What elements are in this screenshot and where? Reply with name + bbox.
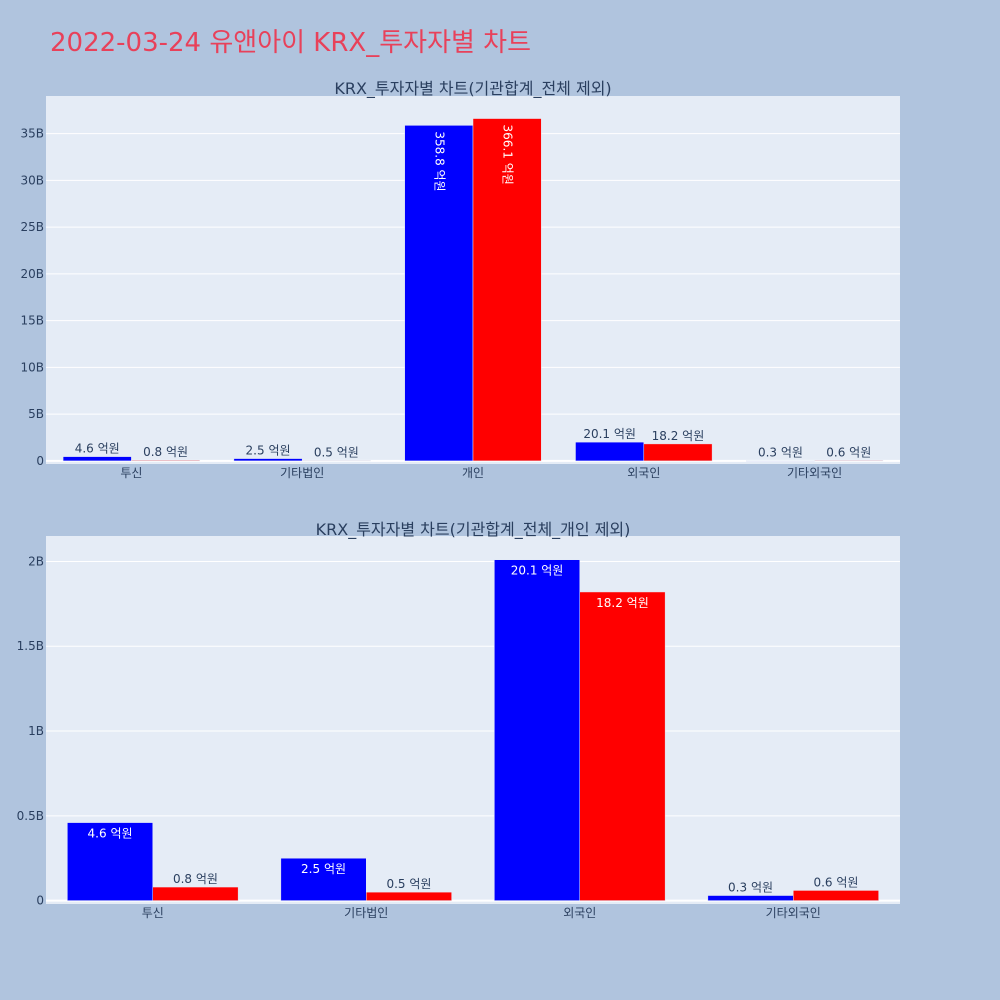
data-label: 0.6 억원 (826, 445, 871, 459)
y-tick-label: 30B (20, 173, 44, 187)
x-tick-label: 투신 (142, 906, 164, 920)
data-label: 4.6 억원 (88, 827, 133, 841)
bar (62, 456, 132, 462)
bar (152, 886, 239, 901)
bar (233, 458, 303, 462)
bar (280, 857, 367, 901)
y-tick-label: 0 (36, 454, 44, 468)
bar (579, 591, 666, 901)
bar (746, 460, 815, 462)
data-label: 0.8 억원 (173, 872, 218, 886)
chart-panel-all: 0 5B 10B 15B 20B 25B 30B 35B KRX_투자자별 차트(기관합계_전체… (20, 79, 900, 480)
y-tick-label: 5B (28, 407, 44, 421)
bar (575, 441, 645, 462)
y-tick-label: 15B (20, 314, 44, 328)
bar (793, 890, 879, 901)
bar (494, 559, 581, 901)
page-title: 2022-03-24 유앤아이 KRX_투자자별 차트 (50, 28, 532, 58)
data-label: 0.8 억원 (143, 445, 188, 459)
bar (707, 895, 794, 901)
data-label: 2.5 억원 (301, 862, 346, 876)
x-tick-label: 기타외국인 (766, 906, 821, 920)
bar (814, 460, 884, 462)
bar (301, 460, 371, 462)
y-tick-label: 2B (28, 554, 44, 568)
y-tick-label: 1.5B (17, 639, 44, 653)
data-label: 0.3 억원 (758, 446, 803, 460)
data-label: 366.1 억원 (501, 125, 515, 185)
y-tick-label: 0 (36, 894, 44, 908)
bar (643, 443, 713, 462)
y-tick-label: 0.5B (17, 809, 44, 823)
bar (472, 118, 542, 462)
x-tick-label: 기타외국인 (787, 466, 842, 480)
data-label: 20.1 억원 (583, 427, 636, 441)
data-label: 18.2 억원 (652, 429, 705, 443)
bar (67, 822, 153, 901)
chart-title: KRX_투자자별 차트(기관합계_전체 제외) (334, 79, 611, 99)
data-label: 2.5 억원 (246, 444, 291, 458)
x-tick-label: 개인 (462, 466, 484, 480)
y-tick-label: 25B (20, 220, 44, 234)
y-tick-label: 35B (20, 127, 44, 141)
x-tick-label: 기타법인 (280, 466, 324, 480)
x-tick-label: 기타법인 (344, 906, 388, 920)
data-label: 0.5 억원 (386, 877, 431, 891)
bar (366, 891, 452, 901)
bar (131, 459, 200, 462)
chart-panel-excl-individual: 0 0.5B 1B 1.5B 2B KRX_투자자별 차트(기관합계_전체_개인 제외) 투… (17, 520, 900, 920)
plot-area (46, 536, 900, 904)
chart-title: KRX_투자자별 차트(기관합계_전체_개인 제외) (316, 520, 631, 540)
data-label: 20.1 억원 (511, 564, 564, 578)
y-tick-label: 10B (20, 360, 44, 374)
x-tick-label: 외국인 (563, 906, 596, 920)
x-tick-label: 외국인 (627, 466, 660, 480)
data-label: 0.3 억원 (728, 881, 773, 895)
x-tick-label: 투신 (120, 466, 142, 480)
data-label: 0.6 억원 (813, 875, 858, 889)
y-tick-label: 1B (28, 724, 44, 738)
bar (404, 125, 474, 462)
data-label: 358.8 억원 (432, 131, 446, 191)
y-tick-label: 20B (20, 267, 44, 281)
data-label: 4.6 억원 (75, 442, 120, 456)
data-label: 0.5 억원 (314, 445, 359, 459)
data-label: 18.2 억원 (596, 596, 649, 610)
